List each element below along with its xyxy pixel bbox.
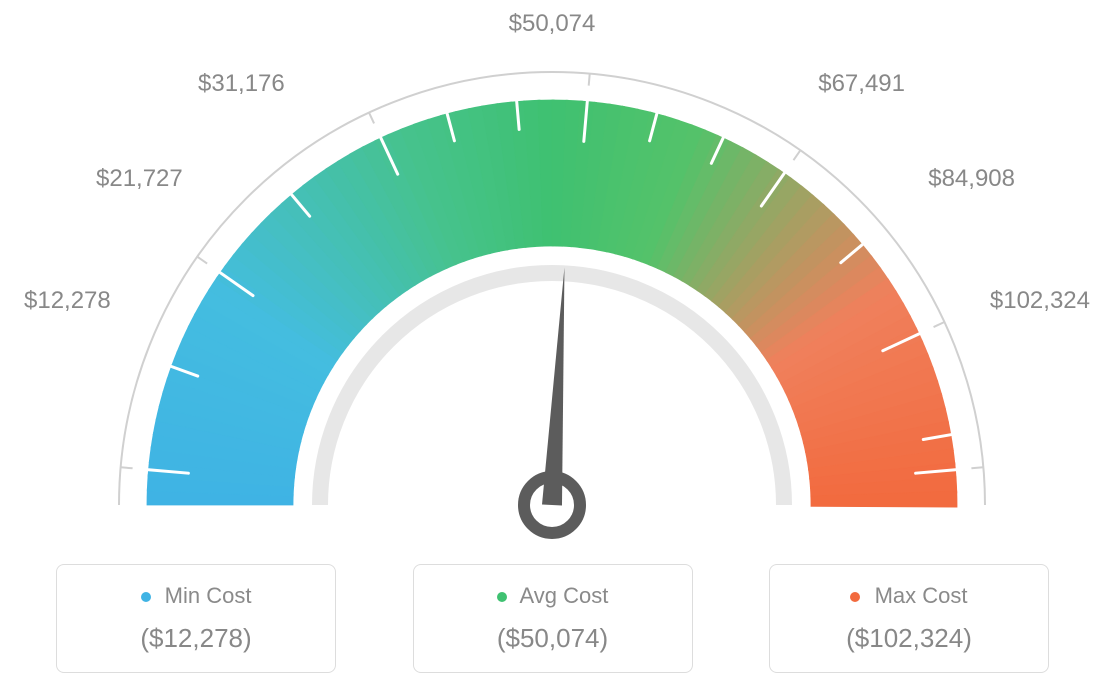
legend-title-avg: Avg Cost <box>424 583 682 609</box>
gauge-tick-label: $102,324 <box>990 287 1090 315</box>
dot-icon <box>141 592 151 602</box>
gauge-tick-label: $31,176 <box>198 70 285 98</box>
gauge-chart: $12,278 $21,727 $31,176 $50,074 $67,491 $84,9… <box>0 0 1104 540</box>
gauge-tick-label: $84,908 <box>928 165 1015 193</box>
gauge-tick-label: $21,727 <box>96 165 183 193</box>
legend-card-max: Max Cost ($102,324) <box>769 564 1049 673</box>
legend-row: Min Cost ($12,278) Avg Cost ($50,074) Ma… <box>56 564 1049 673</box>
legend-title-min: Min Cost <box>67 583 325 609</box>
legend-value-min: ($12,278) <box>67 623 325 654</box>
legend-value-max: ($102,324) <box>780 623 1038 654</box>
legend-title-text: Max Cost <box>875 583 968 608</box>
legend-card-avg: Avg Cost ($50,074) <box>413 564 693 673</box>
legend-title-text: Avg Cost <box>520 583 609 608</box>
gauge-tick-label: $67,491 <box>818 70 905 98</box>
gauge-tick-label: $50,074 <box>509 10 596 38</box>
legend-value-avg: ($50,074) <box>424 623 682 654</box>
dot-icon <box>497 592 507 602</box>
legend-title-max: Max Cost <box>780 583 1038 609</box>
dot-icon <box>850 592 860 602</box>
legend-title-text: Min Cost <box>165 583 252 608</box>
gauge-tick-label: $12,278 <box>24 287 111 315</box>
legend-card-min: Min Cost ($12,278) <box>56 564 336 673</box>
gauge-svg <box>0 0 1104 540</box>
